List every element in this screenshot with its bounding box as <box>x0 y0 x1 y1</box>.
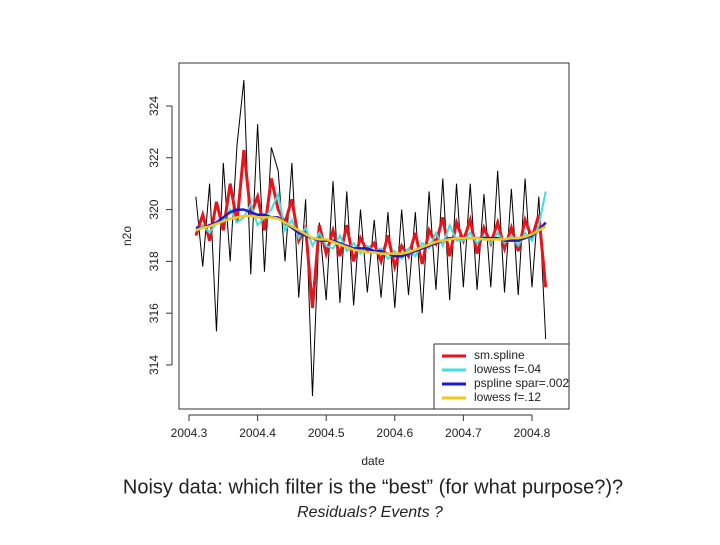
legend-label: pspline spar=.002 <box>474 376 569 390</box>
legend-label: lowess f=.04 <box>474 362 541 376</box>
x-tick-label: 2004.4 <box>239 426 276 440</box>
legend-label: lowess f=.12 <box>474 390 541 404</box>
y-tick-label: 322 <box>147 147 161 167</box>
x-tick-label: 2004.7 <box>445 426 482 440</box>
y-tick-label: 316 <box>147 303 161 323</box>
x-tick-label: 2004.6 <box>376 426 413 440</box>
series-line <box>195 214 547 255</box>
caption: Noisy data: which filter is the “best” (… <box>123 476 623 498</box>
sub-caption: Residuals? Events ? <box>297 504 443 521</box>
x-axis-label: date <box>361 454 385 468</box>
series-line <box>194 149 548 309</box>
series-line <box>195 208 547 258</box>
plot-frame <box>178 62 570 410</box>
y-tick-label: 318 <box>147 251 161 271</box>
x-tick-label: 2004.3 <box>171 426 208 440</box>
y-tick-label: 320 <box>147 199 161 219</box>
x-tick-label: 2004.5 <box>308 426 345 440</box>
legend-label: sm.spline <box>474 348 525 362</box>
y-axis-label: n2o <box>120 226 134 246</box>
x-tick-label: 2004.8 <box>514 426 551 440</box>
y-tick-label: 314 <box>147 355 161 375</box>
y-tick-label: 324 <box>147 96 161 116</box>
